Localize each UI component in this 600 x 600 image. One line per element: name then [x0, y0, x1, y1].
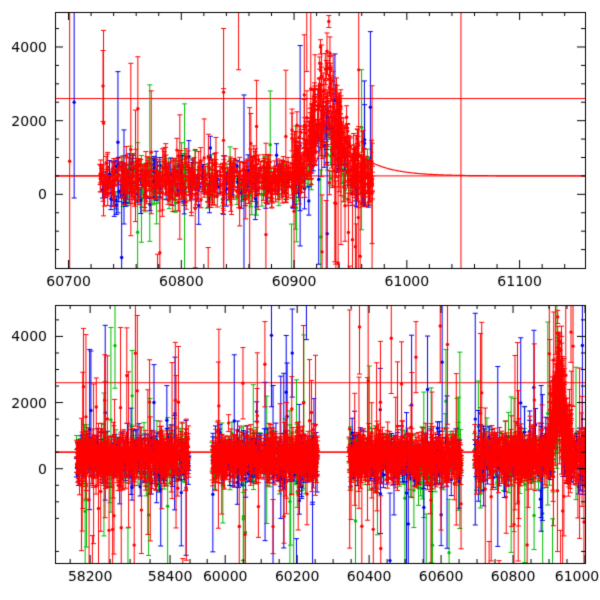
light-curve-figure: [0, 0, 600, 600]
light-curves-canvas: [0, 0, 600, 600]
